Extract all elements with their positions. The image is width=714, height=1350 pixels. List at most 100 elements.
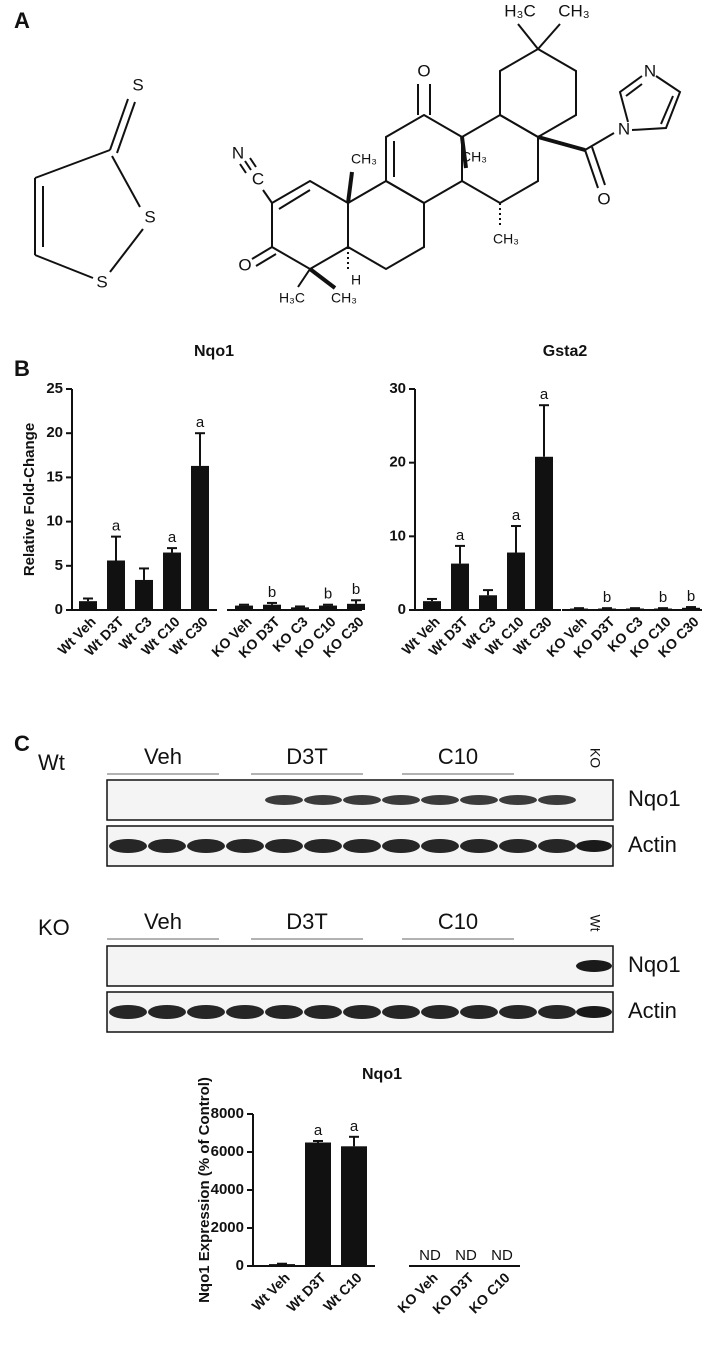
bar (423, 601, 441, 610)
annotation: b (352, 581, 360, 598)
blot-band (576, 1006, 612, 1018)
bar (682, 607, 700, 610)
atom-label: N (618, 119, 630, 138)
y-tick-label: 0 (55, 601, 63, 618)
annotation: ND (419, 1247, 441, 1264)
atom-label: O (417, 61, 430, 80)
blot-band (265, 1005, 303, 1019)
atom-label: CH₃ (461, 149, 487, 165)
blot-membrane (106, 945, 614, 987)
y-tick-label: 25 (46, 380, 63, 397)
blot-band (460, 795, 498, 805)
chart-title: Nqo1 (194, 343, 234, 360)
y-tick-label: 5 (55, 557, 63, 574)
protein-label: Nqo1 (628, 786, 681, 811)
y-tick-label: 0 (236, 1257, 244, 1274)
annotation: a (112, 518, 121, 535)
y-tick-label: 0 (398, 601, 406, 618)
genotype-label: Wt (38, 750, 65, 775)
bar (291, 607, 309, 610)
blot-band (148, 1005, 186, 1019)
x-tick-label: Wt D3T (283, 1269, 329, 1315)
blot-band (109, 1005, 147, 1019)
genotype-label: KO (38, 915, 70, 940)
panel-label: C (14, 731, 30, 756)
bar (191, 465, 209, 610)
bar (507, 552, 525, 610)
blot-band (187, 839, 225, 853)
blot-band (343, 795, 381, 805)
bar (107, 560, 125, 610)
blot-band (343, 1005, 381, 1019)
annotation: a (456, 527, 465, 544)
y-tick-label: 20 (389, 454, 406, 471)
protein-label: Actin (628, 832, 677, 857)
blot-band (265, 795, 303, 805)
bar (570, 608, 588, 610)
blot-band (576, 960, 612, 972)
atom-label: CH₃ (558, 1, 589, 20)
lane-group-label: C10 (438, 744, 478, 769)
blot-band (538, 795, 576, 805)
y-tick-label: 6000 (211, 1143, 244, 1160)
blot-band (382, 795, 420, 805)
atom-label: CH₃ (331, 290, 357, 306)
bar (626, 608, 644, 610)
annotation: b (603, 589, 611, 606)
bar (479, 595, 497, 610)
atom-label: C (252, 169, 264, 188)
blot-band (499, 795, 537, 805)
bar (305, 1142, 331, 1266)
x-tick-label: KO C10 (466, 1269, 513, 1316)
bar (269, 1264, 295, 1266)
blot-band (304, 839, 342, 853)
annotation: a (350, 1118, 359, 1135)
atom-label: H₃C (279, 290, 305, 306)
bar (135, 579, 153, 610)
d3t-bonds (34, 98, 144, 279)
chart-title: Nqo1 (362, 1066, 402, 1083)
atom-label: N (232, 143, 244, 162)
blot-band (226, 1005, 264, 1019)
y-tick-label: 10 (46, 513, 63, 530)
atom-label: S (144, 207, 155, 226)
protein-label: Actin (628, 998, 677, 1023)
cddo-bonds (239, 23, 682, 290)
blot-band (460, 1005, 498, 1019)
bar (235, 605, 253, 610)
blot-band (304, 795, 342, 805)
lane-group-label: Veh (144, 909, 182, 934)
bar (654, 608, 672, 610)
bar (319, 605, 337, 610)
blot-band (576, 840, 612, 852)
bar (79, 601, 97, 610)
blot-band (460, 839, 498, 853)
blot-band (265, 839, 303, 853)
bar (451, 563, 469, 610)
annotation: a (314, 1122, 323, 1139)
protein-label: Nqo1 (628, 952, 681, 977)
lane-group-label: D3T (286, 744, 328, 769)
annotation: b (268, 584, 276, 601)
annotation: a (196, 414, 205, 431)
blot-band (538, 839, 576, 853)
atom-label: CH₃ (351, 151, 377, 167)
y-tick-label: 10 (389, 527, 406, 544)
blot-band (538, 1005, 576, 1019)
atom-label: H (351, 272, 361, 288)
y-tick-label: 30 (389, 380, 406, 397)
lane-group-label: D3T (286, 909, 328, 934)
bar (163, 552, 181, 610)
lane-group-label: Veh (144, 744, 182, 769)
blot-band (382, 839, 420, 853)
atom-label: CH₃ (493, 231, 519, 247)
blot-band (109, 839, 147, 853)
lane-group-label: C10 (438, 909, 478, 934)
panel-label: A (14, 8, 30, 33)
annotation: b (324, 586, 332, 603)
annotation: a (540, 386, 549, 403)
y-tick-label: 4000 (211, 1181, 244, 1198)
y-tick-label: 15 (46, 468, 63, 485)
x-tick-label: Wt C10 (320, 1269, 365, 1314)
y-axis-label: Nqo1 Expression (% of Control) (196, 1077, 213, 1303)
